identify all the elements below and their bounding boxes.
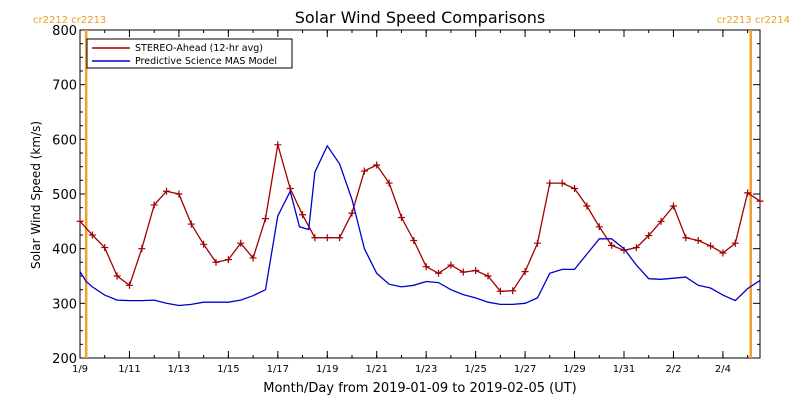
data-point-stereo [422,263,430,271]
data-point-stereo [311,234,319,242]
data-point-stereo [261,215,269,223]
data-point-stereo [125,281,133,289]
data-point-stereo [533,239,541,247]
x-tick-label: 1/23 [415,364,437,375]
chart-title: Solar Wind Speed Comparisons [295,8,546,27]
x-tick-label: 1/31 [613,364,635,375]
y-tick-label: 800 [52,24,77,39]
data-point-stereo [360,167,368,175]
data-point-stereo [113,272,121,280]
data-point-stereo [200,240,208,248]
x-tick-label: 1/13 [168,364,190,375]
y-tick-label: 700 [52,79,77,94]
data-point-stereo [694,236,702,244]
data-point-stereo [744,189,752,197]
data-point-stereo [459,268,467,276]
data-point-stereo [397,214,405,222]
x-tick-label: 2/4 [715,364,731,375]
x-tick-label: 1/17 [267,364,289,375]
data-point-stereo [237,239,245,247]
x-tick-label: 1/25 [464,364,486,375]
legend: STEREO-Ahead (12-hr avg) Predictive Scie… [86,38,293,69]
data-point-stereo [472,267,480,275]
data-point-stereo [373,161,381,169]
data-point-stereo [299,211,307,219]
data-point-stereo [632,244,640,252]
data-point-stereo [719,249,727,257]
data-point-stereo [731,239,739,247]
data-point-stereo [138,245,146,253]
data-point-stereo [187,220,195,228]
data-point-stereo [385,179,393,187]
carrington-label-left: cr2212 cr2213 [33,15,106,26]
data-point-stereo [410,236,418,244]
data-point-stereo [756,197,764,205]
y-tick-label: 300 [52,297,77,312]
data-point-stereo [163,187,171,195]
data-point-stereo [150,201,158,209]
y-tick-label: 600 [52,133,77,148]
data-point-stereo [558,179,566,187]
carrington-label-right: cr2213 cr2214 [717,15,790,26]
data-point-stereo [224,256,232,264]
data-point-stereo [521,268,529,276]
data-point-stereo [212,258,220,266]
data-point-stereo [546,179,554,187]
data-point-stereo [323,234,331,242]
data-point-stereo [583,202,591,210]
data-point-stereo [76,217,84,225]
data-point-stereo [509,287,517,295]
x-tick-label: 2/2 [665,364,681,375]
x-axis-label: Month/Day from 2019-01-09 to 2019-02-05 … [263,381,576,396]
data-point-stereo [101,244,109,252]
data-point-stereo [447,261,455,269]
data-point-stereo [435,269,443,277]
x-tick-label: 1/21 [365,364,387,375]
data-point-stereo [669,202,677,210]
data-point-stereo [336,234,344,242]
series-line-mas [79,144,761,307]
data-point-stereo [707,242,715,250]
x-tick-label: 1/11 [118,364,140,375]
data-point-stereo [484,272,492,280]
y-tick-label: 500 [52,188,77,203]
data-point-stereo [657,217,665,225]
series-line-stereo [79,144,761,292]
y-tick-label: 400 [52,243,77,258]
plot-area: 200 300 400 500 600 700 800 1/9 1/11 1/13 1/15 1/17… [52,24,764,375]
x-tick-label: 1/29 [563,364,585,375]
data-point-stereo [645,232,653,240]
data-point-stereo [249,254,257,262]
x-tick-label: 1/27 [514,364,536,375]
x-tick-label: 1/19 [316,364,338,375]
data-point-stereo [496,287,504,295]
legend-box [86,38,293,69]
data-point-stereo [595,223,603,231]
legend-entry-stereo: STEREO-Ahead (12-hr avg) [135,43,263,54]
data-point-stereo [274,141,282,149]
data-point-stereo [348,209,356,217]
data-point-stereo [88,231,96,239]
data-point-stereo [175,190,183,198]
data-point-stereo [571,185,579,193]
x-tick-label: 1/9 [72,364,88,375]
legend-entry-mas: Predictive Science MAS Model [135,56,277,67]
y-tick-label: 200 [52,352,77,367]
x-tick-label: 1/15 [217,364,239,375]
data-point-stereo [682,234,690,242]
data-point-stereo [608,241,616,249]
y-axis-label: Solar Wind Speed (km/s) [29,121,43,269]
